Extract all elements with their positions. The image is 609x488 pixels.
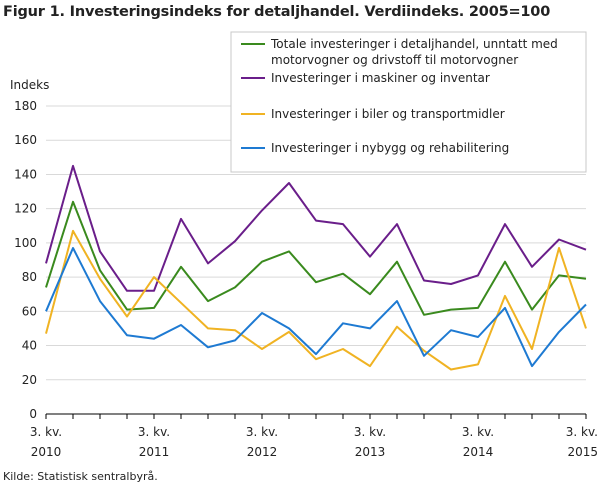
series-line-1 bbox=[45, 200, 587, 316]
x-tick-label: 2013 bbox=[355, 445, 386, 459]
legend-label-4: Investeringer i nybygg og rehabilitering bbox=[271, 141, 509, 155]
y-tick-label: 40 bbox=[22, 339, 37, 353]
y-tick-label: 80 bbox=[22, 270, 37, 284]
y-tick-label: 0 bbox=[29, 407, 37, 421]
x-tick-label: 3. kv. bbox=[566, 425, 598, 439]
legend-label-3: Investeringer i biler og transportmidler bbox=[271, 107, 505, 121]
legend-box bbox=[230, 31, 587, 173]
series-lines bbox=[45, 164, 587, 371]
chart-title: Figur 1. Investeringsindeks for detaljha… bbox=[3, 4, 551, 20]
y-tick-label: 60 bbox=[22, 304, 37, 318]
y-tick-label: 100 bbox=[14, 236, 37, 250]
legend-label-2: Investeringer i maskiner og inventar bbox=[271, 71, 490, 85]
series-line-4 bbox=[45, 247, 587, 368]
y-axis-label: Indeks bbox=[10, 78, 49, 92]
x-tick-label: 2011 bbox=[139, 445, 170, 459]
x-tick-label: 2012 bbox=[247, 445, 278, 459]
x-tick-label: 3. kv. bbox=[138, 425, 170, 439]
y-tick-label: 160 bbox=[14, 133, 37, 147]
y-tick-label: 140 bbox=[14, 167, 37, 181]
y-axis: 0 20 40 60 80 100 120 140 160 180 Indeks bbox=[10, 78, 49, 421]
x-tick-label: 3. kv. bbox=[246, 425, 278, 439]
series-line-3 bbox=[45, 229, 587, 371]
x-tick-label: 2010 bbox=[31, 445, 62, 459]
x-tick-label: 3. kv. bbox=[462, 425, 494, 439]
y-tick-label: 120 bbox=[14, 202, 37, 216]
x-axis: 3. kv. 2010 3. kv. 2011 3. kv. 2012 3. kv. 2013… bbox=[30, 414, 598, 459]
legend: Totale investeringer i detaljhandel, unn… bbox=[230, 31, 587, 173]
x-tick-label: 3. kv. bbox=[354, 425, 386, 439]
series-line-2 bbox=[45, 164, 587, 292]
x-tick-label: 2014 bbox=[463, 445, 494, 459]
x-tick-label: 2015 bbox=[567, 445, 598, 459]
y-tick-label: 180 bbox=[14, 99, 37, 113]
source-note: Kilde: Statistisk sentralbyrå. bbox=[3, 470, 158, 483]
legend-label-1: Totale investeringer i detaljhandel, unn… bbox=[270, 37, 558, 67]
x-tick-label: 3. kv. bbox=[30, 425, 62, 439]
y-tick-label: 20 bbox=[22, 373, 37, 387]
